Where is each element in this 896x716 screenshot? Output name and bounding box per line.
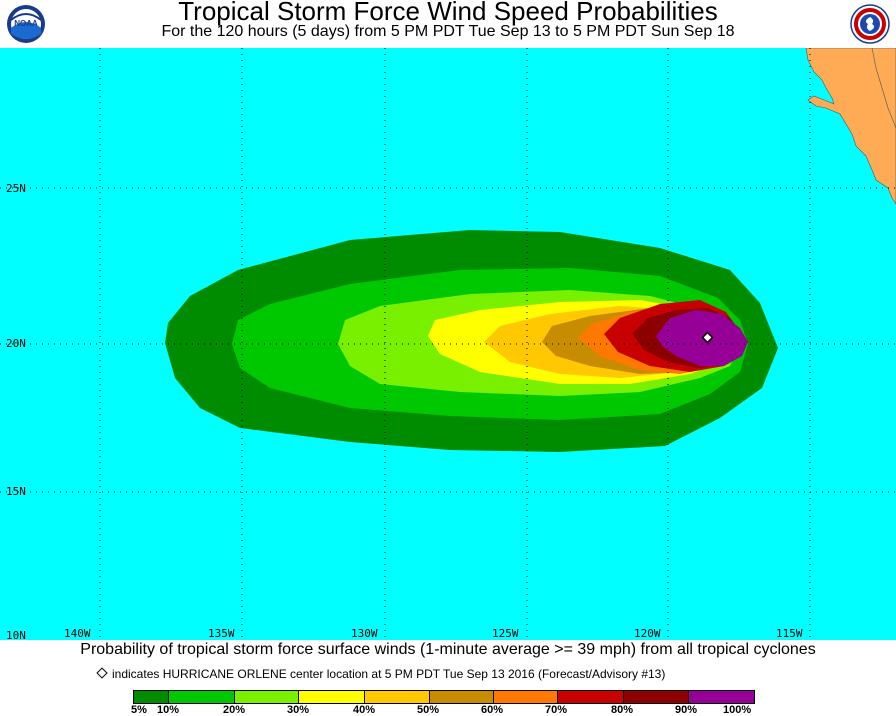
- legend-label: 40%: [353, 704, 376, 716]
- lon-label-125w: 125W: [492, 627, 519, 640]
- legend-swatch: [168, 691, 235, 703]
- legend-swatch: [429, 691, 494, 703]
- legend-swatch: [558, 691, 625, 703]
- legend-label: 20%: [223, 704, 246, 716]
- legend-label: 10%: [157, 704, 180, 716]
- storm-center-note-text: indicates HURRICANE ORLENE center locati…: [112, 667, 666, 681]
- lon-label-135w: 135W: [208, 627, 235, 640]
- legend-label: 90%: [675, 704, 698, 716]
- legend-label: 60%: [481, 704, 504, 716]
- legend-label: 80%: [611, 704, 634, 716]
- probability-legend: [133, 690, 755, 704]
- legend-label: 30%: [287, 704, 310, 716]
- lat-label-10n: 10N: [6, 629, 26, 642]
- legend-swatch: [365, 691, 430, 703]
- noaa-logo-icon: NOAA: [6, 4, 46, 44]
- diamond-icon: [96, 667, 108, 679]
- nws-logo-icon: [850, 4, 890, 44]
- page-subtitle: For the 120 hours (5 days) from 5 PM PDT…: [161, 23, 735, 40]
- lon-label-115w: 115W: [776, 627, 803, 640]
- legend-swatch: [624, 691, 689, 703]
- storm-center-marker: [701, 331, 714, 344]
- page-title: Tropical Storm Force Wind Speed Probabil…: [178, 0, 718, 26]
- noaa-logo-text: NOAA: [14, 19, 38, 28]
- lon-label-130w: 130W: [351, 627, 378, 640]
- lon-label-120w: 120W: [634, 627, 661, 640]
- lat-label-25n: 25N: [6, 182, 26, 195]
- lon-label-140w: 140W: [64, 627, 91, 640]
- header: NOAA Tropical Storm Force Wind Speed Pro…: [0, 0, 896, 48]
- legend-swatch: [688, 691, 755, 703]
- legend-swatch: [234, 691, 300, 703]
- storm-center-note: indicates HURRICANE ORLENE center locati…: [96, 667, 666, 681]
- probability-map: 25N 20N 15N 10N 140W 135W 130W 125W 120W…: [0, 48, 896, 642]
- legend-swatch: [493, 691, 559, 703]
- mainland-mexico-land: [871, 48, 896, 129]
- lat-label-20n: 20N: [6, 337, 26, 350]
- legend-label: 100%: [723, 704, 752, 716]
- legend-label: 70%: [545, 704, 568, 716]
- lat-label-15n: 15N: [6, 485, 26, 498]
- legend-swatch: [299, 691, 366, 703]
- legend-swatch: [134, 691, 169, 703]
- map-canvas: [0, 48, 896, 640]
- legend-label: 5%: [131, 704, 147, 716]
- footer: Probability of tropical storm force surf…: [0, 640, 896, 716]
- legend-label: 50%: [417, 704, 440, 716]
- map-caption: Probability of tropical storm force surf…: [80, 641, 816, 658]
